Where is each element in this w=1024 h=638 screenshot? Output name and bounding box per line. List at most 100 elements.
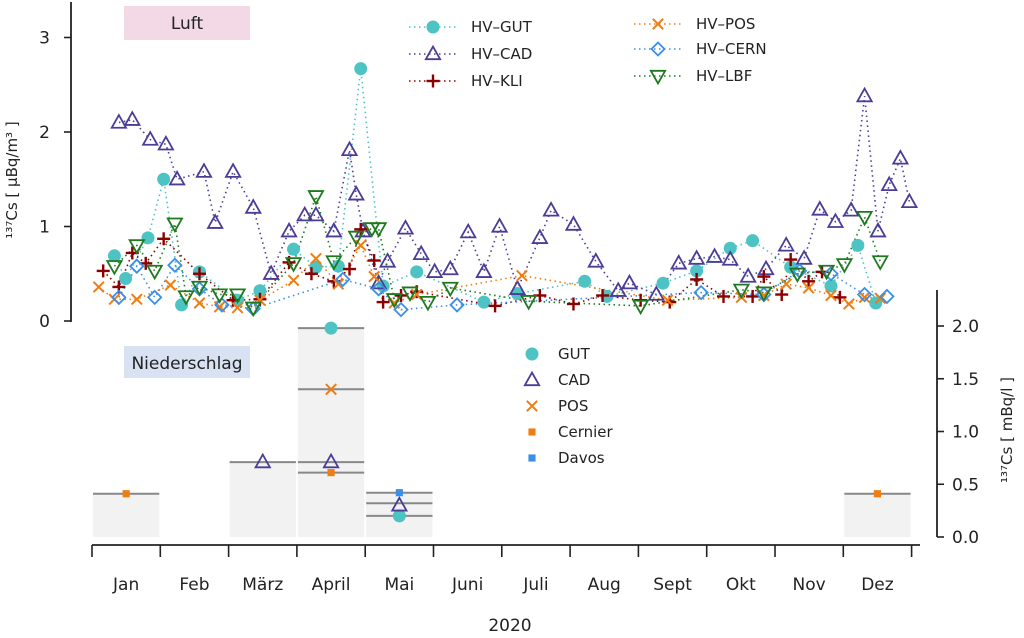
month-label-Juni: Juni [451,575,483,595]
point-CAD-24 [475,262,493,278]
bottom-y-tick-label-1: 0.5 [952,475,979,495]
precip-bar-4 [844,493,911,537]
point-GUT-9 [309,260,323,274]
niederschlag-label: Niederschlag [131,354,242,374]
point-POS-14 [410,288,423,301]
point-LBF-18 [441,281,459,298]
point-CERN-1 [129,258,145,274]
point-CAD-33 [647,285,666,301]
point-CAD-0 [110,113,128,129]
point-POS-7 [254,294,266,307]
point-GUT-1 [119,271,133,285]
point-KLI-4 [157,232,171,246]
point-LBF-8 [244,301,262,318]
point-CAD-31 [609,281,627,297]
precip-legend-marker-GUT [525,347,539,361]
point-GUT-14 [477,295,491,309]
bottom-y-tick-label-3: 1.5 [952,370,979,390]
point-LBF-16 [401,286,419,302]
legend-marker-POS [652,18,664,30]
point-CAD-15 [347,185,365,201]
point-KLI-28 [784,253,798,267]
axes [70,2,938,546]
point-CAD-44 [842,201,860,217]
point-LBF-0 [105,260,124,276]
point-LBF-26 [855,210,874,227]
point-GUT-16 [578,274,592,288]
month-label-Jan: Jan [112,575,139,595]
point-CAD-17 [369,273,388,290]
precip-point-GUT-1 [392,509,406,523]
precip-point-Davos-0 [395,489,403,497]
top-y-tick-label-0: 0 [39,312,50,332]
point-POS-16 [661,294,674,307]
point-CAD-39 [757,259,775,276]
point-LBF-17 [419,295,437,312]
point-CAD-48 [891,149,910,165]
point-GUT-21 [746,234,760,248]
point-CAD-13 [325,221,343,238]
point-KLI-17 [488,299,502,313]
month-label-Juli: Juli [522,575,548,595]
precip-point-Cernier-1 [327,469,335,477]
top-y-ticks: 0 1 2 3 [39,29,71,332]
point-POS-21 [825,289,837,302]
precip-point-GUT-0 [324,321,338,335]
niederschlag-markers [122,321,882,523]
point-LBF-21 [732,283,751,300]
point-GUT-13 [410,265,424,279]
point-POS-9 [310,252,322,265]
top-y-tick-label-1: 1 [39,218,50,238]
point-CAD-1 [123,110,141,126]
point-CAD-29 [564,215,583,231]
legend-marker-GUT [426,20,440,34]
point-CAD-5 [195,162,213,178]
point-POS-22 [842,298,855,310]
point-CAD-35 [687,249,706,265]
legend-label-LBF: HV–LBF [696,67,752,85]
point-GUT-2 [141,231,155,245]
point-GUT-23 [824,279,838,293]
point-POS-8 [287,274,300,287]
point-CERN-11 [693,284,709,301]
point-LBF-1 [128,239,146,255]
precip-legend-label-CAD: CAD [558,371,590,389]
point-LBF-22 [755,286,773,302]
point-CAD-19 [396,219,415,235]
x-axis-title: 2020 [488,616,531,636]
month-label-April: April [312,575,351,595]
point-CAD-37 [721,250,739,266]
point-CAD-32 [620,273,639,290]
point-KLI-26 [757,270,771,284]
point-KLI-24 [716,289,730,303]
precip-legend-label-GUT: GUT [558,345,591,363]
point-KLI-12 [354,222,368,236]
precip-legend-marker-Cernier [528,428,536,436]
legend-label-POS: HV–POS [696,15,755,33]
bottom-y-ticks: 0.0 0.5 1.0 1.5 2.0 [937,317,979,548]
point-GUT-19 [690,264,704,278]
point-CAD-27 [531,228,549,244]
bottom-y-tick-label-4: 2.0 [952,317,979,337]
point-GUT-7 [253,284,267,298]
point-CAD-3 [157,134,175,151]
point-CERN-14 [823,265,839,282]
precip-point-POS-0 [325,383,337,396]
point-KLI-25 [746,289,760,303]
point-LBF-9 [284,257,303,273]
point-GUT-0 [107,249,121,263]
point-CERN-5 [214,297,230,313]
legend-marker-KLI [426,74,440,88]
point-LBF-7 [228,288,247,304]
point-KLI-11 [343,262,357,276]
precip-legend-label-Davos: Davos [558,449,605,467]
point-CAD-23 [459,222,477,239]
luft-series [92,62,919,318]
point-CAD-7 [224,162,242,178]
legend-label-KLI: HV–KLI [471,72,523,90]
top-y-axis-title: ¹³⁷Cs [ µBq/m³ ] [3,121,21,238]
precip-bar-1 [229,462,296,537]
precip-legend-marker-Davos [528,454,536,462]
precip-bar-2 [297,328,365,537]
month-label-Sept: Sept [653,575,692,595]
